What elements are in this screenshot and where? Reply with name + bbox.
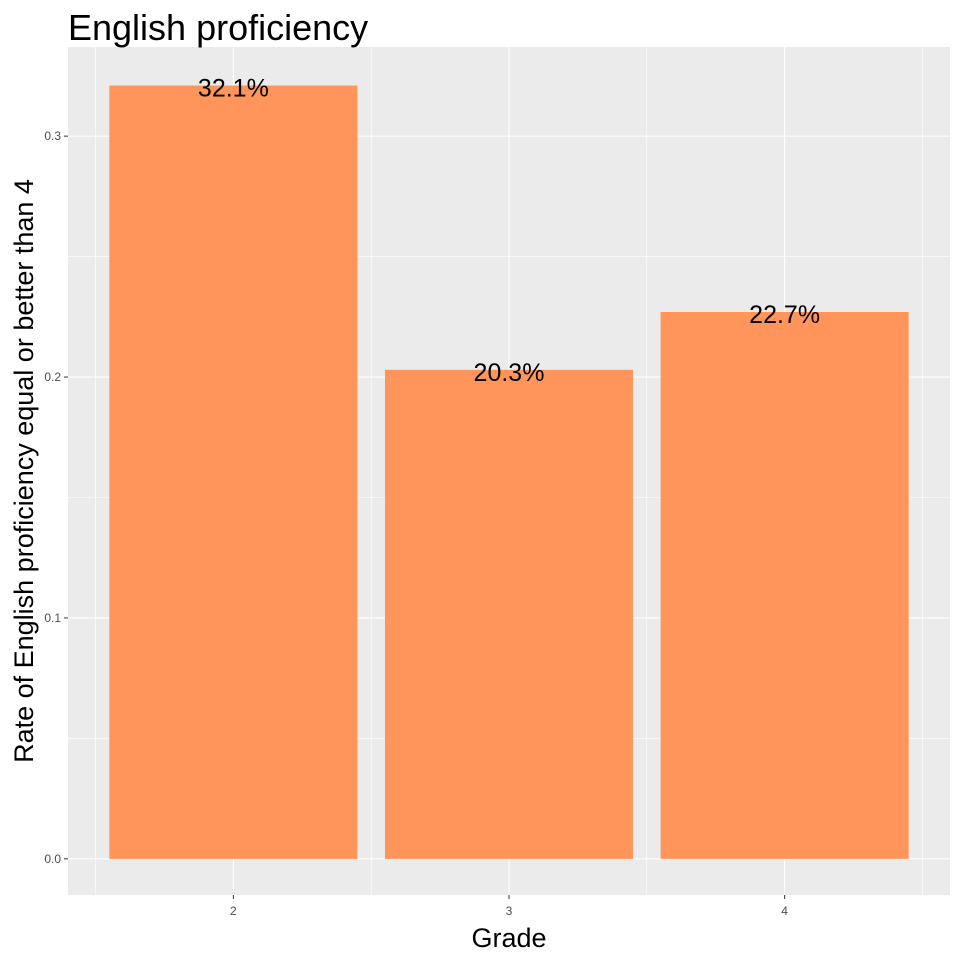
- x-tick-label: 2: [230, 904, 237, 918]
- data-label-grade-3: 20.3%: [474, 359, 545, 387]
- bars: [109, 85, 909, 859]
- bar-grade-4: [660, 312, 909, 859]
- x-axis-title: Grade: [471, 923, 546, 953]
- y-tick-label: 0.0: [44, 852, 61, 866]
- chart-title: English proficiency: [68, 7, 368, 48]
- y-tick-label: 0.1: [44, 611, 61, 625]
- y-axis-title: Rate of English proficiency equal or bet…: [9, 179, 39, 763]
- y-axis-ticks: 0.0 0.1 0.2 0.3: [44, 129, 68, 866]
- x-axis-ticks: 2 3 4: [230, 895, 788, 918]
- y-tick-label: 0.3: [44, 129, 61, 143]
- data-label-grade-2: 32.1%: [198, 75, 269, 103]
- y-tick-label: 0.2: [44, 370, 61, 384]
- data-labels: 32.1% 20.3% 22.7%: [198, 75, 820, 387]
- data-label-grade-4: 22.7%: [749, 301, 820, 329]
- x-tick-label: 4: [781, 904, 788, 918]
- x-tick-label: 3: [506, 904, 513, 918]
- bar-grade-3: [384, 369, 634, 859]
- bar-grade-2: [109, 85, 358, 859]
